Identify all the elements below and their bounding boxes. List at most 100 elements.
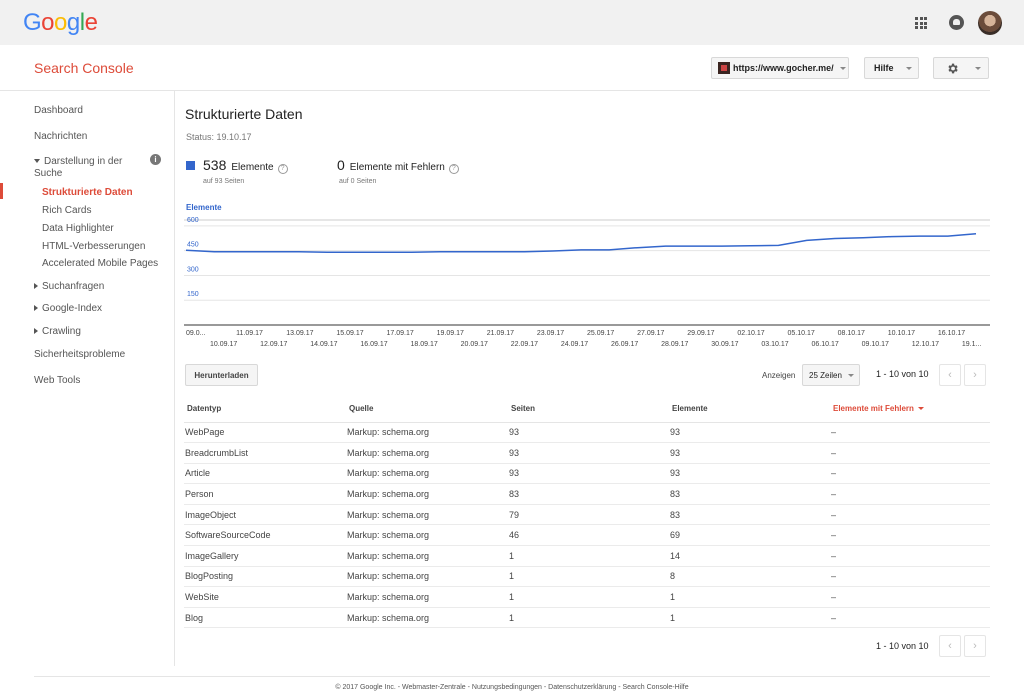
table-row[interactable]: Article Markup: schema.org 93 93–	[184, 463, 990, 485]
x-tick-label: 19.09.17	[437, 330, 464, 337]
cell-errors: –	[830, 422, 990, 444]
cell-items: 69	[669, 524, 830, 547]
stat-items-label: Elemente	[231, 162, 274, 173]
pagination-range: 1 - 10 von 10	[876, 641, 929, 651]
x-tick-label: 17.09.17	[387, 330, 414, 337]
logo-letter: g	[66, 9, 80, 36]
y-tick-label: 600	[187, 217, 199, 224]
table-row[interactable]: BlogPosting Markup: schema.org 1 8–	[184, 566, 990, 588]
cell-pages: 1	[508, 545, 669, 567]
sidebar-item-web-tools[interactable]: Web Tools	[34, 375, 81, 386]
sidebar-item-google-index[interactable]: Google-Index	[34, 303, 102, 314]
table-row[interactable]: WebPage Markup: schema.org 93 93–	[184, 422, 990, 444]
table-row[interactable]: Blog Markup: schema.org 1 1–	[184, 607, 990, 629]
x-tick-label: 26.09.17	[611, 341, 638, 348]
cell-source: Markup: schema.org	[346, 463, 508, 485]
column-header-type[interactable]: Datentyp	[184, 396, 346, 423]
x-tick-label: 16.10.17	[938, 330, 965, 337]
avatar[interactable]	[978, 11, 1002, 35]
chart-svg: 150 300 450 600 09.0... 11.09.17 13.09.17 15.09…	[184, 217, 990, 348]
download-button[interactable]: Herunterladen	[185, 364, 258, 386]
cell-errors: –	[830, 463, 990, 485]
cell-pages: 1	[508, 566, 669, 588]
column-header-items[interactable]: Elemente	[669, 396, 830, 423]
cell-items: 83	[669, 504, 830, 526]
table-row[interactable]: ImageObject Markup: schema.org 79 83–	[184, 504, 990, 526]
cell-source: Markup: schema.org	[346, 504, 508, 526]
expand-right-icon	[34, 305, 38, 311]
prev-page-button[interactable]: ‹	[939, 364, 961, 386]
cell-type: BlogPosting	[184, 566, 346, 588]
sidebar-item-messages[interactable]: Nachrichten	[34, 131, 88, 142]
header-divider	[0, 90, 990, 91]
next-page-button[interactable]: ›	[964, 635, 986, 657]
console-header: Search Console https://www.gocher.me/ Hi…	[0, 45, 1024, 91]
sidebar-item-structured-data[interactable]: Strukturierte Daten	[42, 187, 133, 198]
sidebar-item-amp[interactable]: Accelerated Mobile Pages	[42, 258, 159, 269]
x-tick-label: 25.09.17	[587, 330, 614, 337]
expand-right-icon	[34, 328, 38, 334]
cell-type: Article	[184, 463, 346, 485]
x-tick-label: 03.10.17	[761, 341, 788, 348]
next-page-button[interactable]: ›	[964, 364, 986, 386]
sidebar-item-search-appearance[interactable]: Darstellung in der Suche	[34, 156, 134, 180]
sidebar-item-crawl[interactable]: Crawling	[34, 326, 81, 337]
cell-items: 1	[669, 586, 830, 608]
table-row[interactable]: BreadcrumbList Markup: schema.org 93 93–	[184, 442, 990, 464]
table-row[interactable]: Person Markup: schema.org 83 83–	[184, 483, 990, 505]
help-icon[interactable]: ?	[277, 164, 288, 174]
settings-button[interactable]	[933, 57, 989, 79]
sidebar-item-label: Google-Index	[42, 303, 103, 314]
console-title[interactable]: Search Console	[34, 60, 134, 76]
cell-items: 93	[669, 442, 830, 464]
sidebar-item-data-highlighter[interactable]: Data Highlighter	[42, 223, 114, 234]
x-tick-label: 30.09.17	[711, 341, 738, 348]
sidebar-item-security[interactable]: Sicherheitsprobleme	[34, 349, 126, 360]
sidebar-item-html-improvements[interactable]: HTML-Verbesserungen	[42, 241, 146, 252]
table-row[interactable]: WebSite Markup: schema.org 1 1–	[184, 586, 990, 608]
cell-type: WebPage	[184, 422, 346, 444]
cell-pages: 83	[508, 483, 669, 505]
x-tick-label: 22.09.17	[511, 341, 538, 348]
column-header-errors[interactable]: Elemente mit Fehlern	[830, 396, 990, 423]
site-selector[interactable]: https://www.gocher.me/	[711, 57, 849, 79]
cell-items: 1	[669, 607, 830, 629]
cell-pages: 93	[508, 442, 669, 464]
structured-data-table: Datentyp Quelle Seiten Elemente Elemente…	[184, 396, 990, 629]
notifications-icon[interactable]	[949, 15, 964, 30]
info-icon[interactable]: i	[150, 154, 161, 165]
chart-legend: Elemente	[186, 203, 222, 212]
x-tick-label: 27.09.17	[637, 330, 664, 337]
logo-letter: G	[23, 9, 42, 36]
sidebar-item-dashboard[interactable]: Dashboard	[34, 105, 83, 116]
rows-per-page-value: 25 Zeilen	[809, 370, 842, 380]
table-row[interactable]: ImageGallery Markup: schema.org 1 14–	[184, 545, 990, 567]
cell-errors: –	[830, 524, 990, 547]
prev-page-button[interactable]: ‹	[939, 635, 961, 657]
logo-letter: o	[41, 9, 55, 36]
google-logo[interactable]: Google	[23, 9, 98, 37]
help-icon[interactable]: ?	[448, 164, 459, 174]
x-tick-label: 05.10.17	[788, 330, 815, 337]
cell-errors: –	[830, 586, 990, 608]
y-tick-label: 450	[187, 242, 199, 249]
cell-pages: 93	[508, 422, 669, 444]
column-header-source[interactable]: Quelle	[346, 396, 508, 423]
rows-per-page-select[interactable]: 25 Zeilen	[802, 364, 860, 386]
cell-pages: 1	[508, 586, 669, 608]
cell-source: Markup: schema.org	[346, 586, 508, 608]
cell-errors: –	[830, 483, 990, 505]
sidebar-item-rich-cards[interactable]: Rich Cards	[42, 205, 92, 216]
table-header-row: Datentyp Quelle Seiten Elemente Elemente…	[184, 396, 990, 423]
sidebar-item-search-traffic[interactable]: Suchanfragen	[34, 281, 104, 292]
cell-type: ImageGallery	[184, 545, 346, 567]
help-button[interactable]: Hilfe	[864, 57, 919, 79]
stat-errors-count: 0	[337, 157, 345, 173]
chevron-down-icon	[847, 373, 854, 377]
stat-items: 538 Elemente ?	[186, 157, 288, 174]
apps-icon[interactable]	[915, 17, 927, 29]
table-row[interactable]: SoftwareSourceCode Markup: schema.org 46 69…	[184, 524, 990, 547]
cell-items: 93	[669, 463, 830, 485]
column-header-pages[interactable]: Seiten	[508, 396, 669, 423]
x-tick-label: 29.09.17	[687, 330, 714, 337]
